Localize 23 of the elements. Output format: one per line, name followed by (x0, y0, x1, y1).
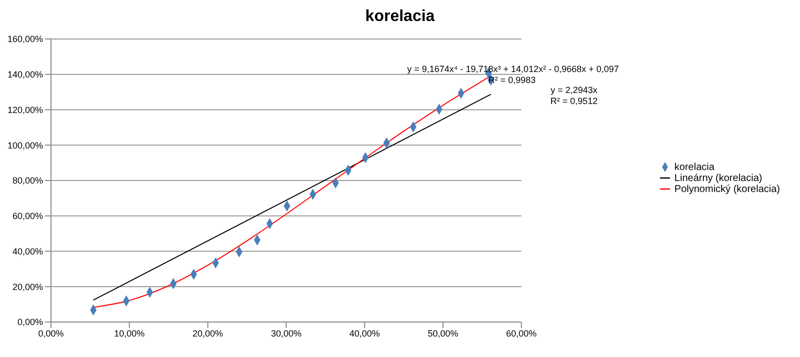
x-tick-label: 60,00% (506, 328, 537, 338)
x-tick-label: 40,00% (349, 328, 380, 338)
legend-label: Polynomický (korelacia) (674, 184, 780, 195)
text: R² = 0,9512 (550, 96, 598, 106)
legend-label: Lineárny (korelacia) (674, 173, 762, 184)
y-tick-label: 120,00% (7, 104, 43, 115)
text: y = 2,2943x (550, 85, 598, 95)
x-tick-label: 0,00% (38, 328, 64, 338)
y-tick-label: 20,00% (12, 282, 43, 292)
x-tick-label: 30,00% (270, 328, 302, 338)
x-tick-label: 10,00% (114, 328, 145, 338)
y-tick-label: 80,00% (12, 176, 43, 186)
x-tick-label: 50,00% (428, 328, 458, 338)
y-tick-label: 60,00% (12, 211, 43, 222)
y-tick-label: 160,00% (7, 34, 43, 44)
y-tick-label: 40,00% (12, 246, 43, 256)
chart-title: korelacia (364, 8, 436, 26)
x-tick-label: 20,00% (192, 328, 224, 338)
y-tick-label: 0,00% (17, 317, 43, 328)
y-tick-label: 140,00% (7, 70, 43, 80)
legend-label: korelacia (674, 162, 714, 173)
y-tick-label: 100,00% (7, 140, 43, 150)
annotation: y = 9,1674x⁴ - 19,718x³ + 14,012x² - 0,9668x + 0,097 (407, 64, 619, 74)
